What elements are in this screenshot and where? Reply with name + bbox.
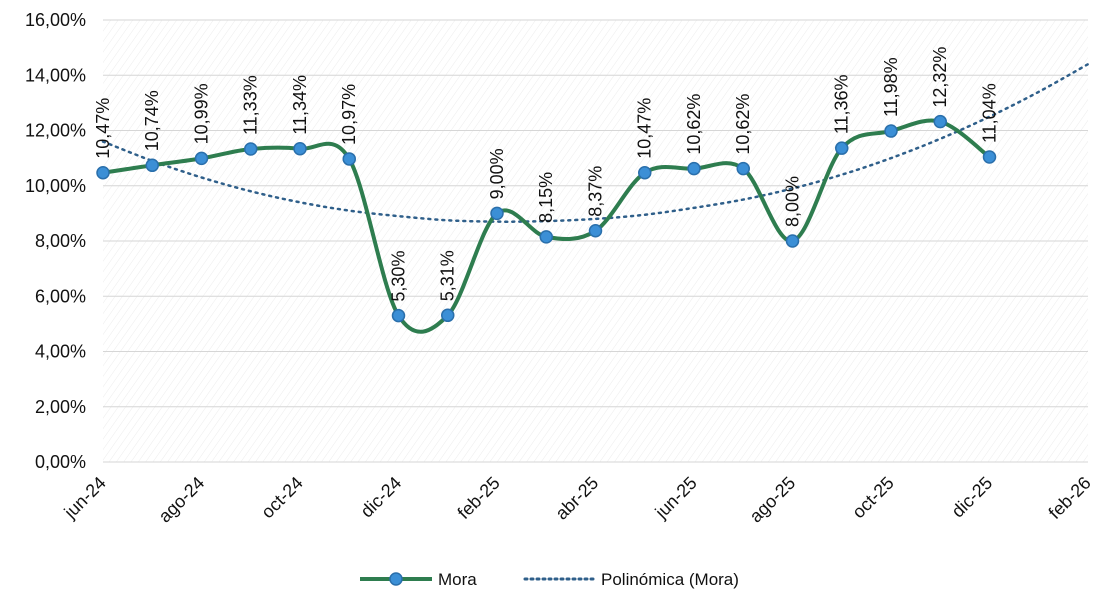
data-label: 11,33% <box>241 75 261 135</box>
x-tick-label: abr-25 <box>551 473 602 524</box>
data-point-mora <box>146 159 158 171</box>
y-axis: 0,00% 2,00% 4,00% 6,00% 8,00% 10,00% 12,00% 14,… <box>25 10 86 472</box>
data-label: 8,15% <box>536 172 556 223</box>
data-point-mora <box>836 142 848 154</box>
y-tick-label: 8,00% <box>35 231 86 251</box>
y-tick-label: 12,00% <box>25 121 86 141</box>
data-label: 10,99% <box>192 83 212 144</box>
legend-mora-label: Mora <box>438 570 477 589</box>
data-label: 5,30% <box>389 251 409 302</box>
data-point-mora <box>737 163 749 175</box>
data-label: 10,74% <box>142 90 162 151</box>
data-point-mora <box>590 225 602 237</box>
x-tick-label: dic-25 <box>948 473 997 522</box>
data-point-mora <box>442 309 454 321</box>
data-point-mora <box>688 163 700 175</box>
data-label: 10,47% <box>635 98 655 159</box>
y-tick-label: 16,00% <box>25 10 86 30</box>
data-label: 10,97% <box>339 84 359 145</box>
data-point-mora <box>934 116 946 128</box>
x-tick-label: feb-26 <box>1045 473 1095 523</box>
legend: Mora Polinómica (Mora) <box>360 570 739 589</box>
data-label: 10,62% <box>733 94 753 155</box>
y-tick-label: 0,00% <box>35 452 86 472</box>
x-tick-label: ago-25 <box>746 473 800 527</box>
data-label: 11,98% <box>881 57 901 117</box>
x-axis: jun-24 ago-24 oct-24 dic-24 feb-25 abr-25 jun-… <box>60 473 1095 527</box>
x-tick-label: jun-24 <box>60 473 110 523</box>
y-tick-label: 2,00% <box>35 397 86 417</box>
x-tick-label: oct-25 <box>848 473 898 523</box>
x-tick-label: jun-25 <box>651 473 701 523</box>
data-point-mora <box>294 143 306 155</box>
data-label: 9,00% <box>487 148 507 199</box>
data-point-mora <box>984 151 996 163</box>
y-tick-label: 14,00% <box>25 65 86 85</box>
data-point-mora <box>245 143 257 155</box>
data-label: 12,32% <box>930 47 950 108</box>
data-label: 10,47% <box>93 98 113 159</box>
legend-mora-marker <box>390 573 402 585</box>
data-point-mora <box>491 207 503 219</box>
data-label: 11,36% <box>832 74 852 134</box>
y-tick-label: 10,00% <box>25 176 86 196</box>
data-label: 5,31% <box>438 250 458 301</box>
data-label: 8,00% <box>783 176 803 227</box>
data-point-mora <box>639 167 651 179</box>
data-point-mora <box>885 125 897 137</box>
data-point-mora <box>196 152 208 164</box>
y-tick-label: 4,00% <box>35 342 86 362</box>
y-tick-label: 6,00% <box>35 286 86 306</box>
data-point-mora <box>343 153 355 165</box>
data-point-mora <box>393 310 405 322</box>
data-label: 8,37% <box>586 166 606 217</box>
x-tick-label: ago-24 <box>155 473 209 527</box>
data-point-mora <box>787 235 799 247</box>
data-point-mora <box>540 231 552 243</box>
x-tick-label: dic-24 <box>357 473 406 522</box>
legend-trend-label: Polinómica (Mora) <box>601 570 739 589</box>
data-label: 10,62% <box>684 94 704 155</box>
x-tick-label: feb-25 <box>454 473 504 523</box>
data-label: 11,34% <box>290 75 310 135</box>
data-point-mora <box>97 167 109 179</box>
data-label: 11,04% <box>980 83 1000 143</box>
x-tick-label: oct-24 <box>257 473 307 523</box>
